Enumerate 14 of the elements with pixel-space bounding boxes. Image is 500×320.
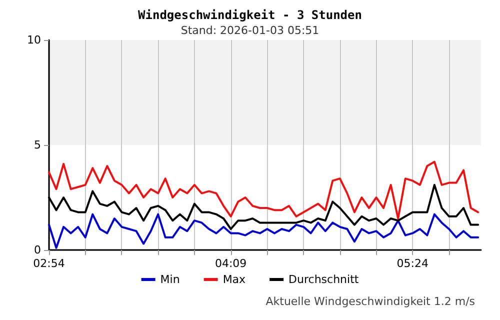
y-tick-label: 0 xyxy=(34,244,41,256)
legend-label: Durchschnitt xyxy=(288,273,360,286)
x-tick-label: 02:54 xyxy=(33,257,65,270)
legend-label: Min xyxy=(160,273,180,286)
line-series xyxy=(48,213,480,249)
text: Aktuelle Windgeschwindigkeit 1.2 m/s xyxy=(266,295,476,308)
x-tick-label: 04:09 xyxy=(214,257,247,270)
legend-label: Max xyxy=(222,273,246,286)
chart-subtitle: Stand: 2026-01-03 05:51 xyxy=(180,24,320,37)
chart-title: Windgeschwindigkeit - 3 Stunden xyxy=(138,8,362,22)
x-tick-label: 05:24 xyxy=(396,257,428,270)
y-tick-label: 5 xyxy=(34,138,41,152)
line-series xyxy=(48,160,480,220)
y-tick-label: 10 xyxy=(27,34,41,46)
